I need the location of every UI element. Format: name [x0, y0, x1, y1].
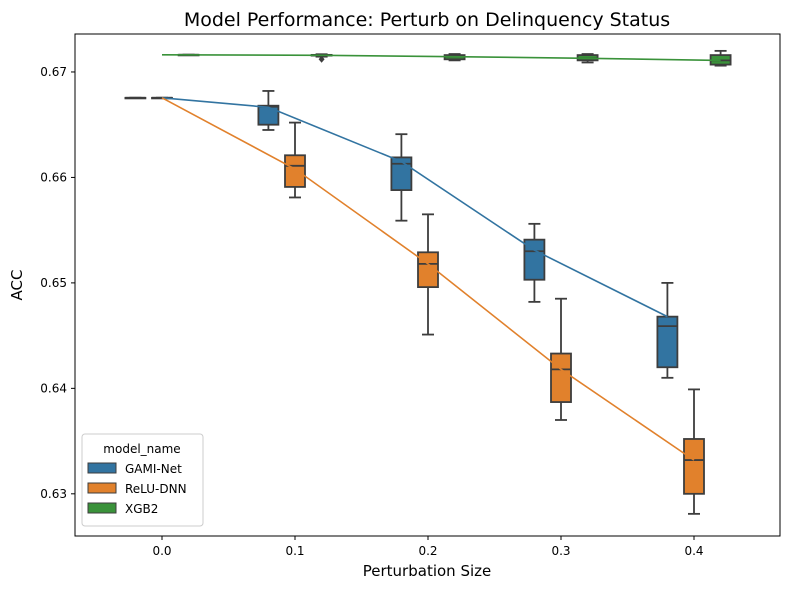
x-axis: 0.0 0.1 0.2 0.3 0.4: [152, 536, 704, 558]
series-line-xgb2: [161, 54, 721, 62]
legend-label: ReLU-DNN: [125, 482, 187, 496]
y-tick-label: 0.65: [40, 276, 67, 290]
y-tick-label: 0.66: [40, 170, 67, 184]
box: [683, 438, 705, 495]
y-axis-label: ACC: [8, 270, 26, 301]
box: [257, 104, 280, 126]
x-tick-label: 0.0: [152, 544, 171, 558]
chart-title: Model Performance: Perturb on Delinquenc…: [184, 9, 670, 31]
y-tick-label: 0.63: [40, 487, 67, 501]
legend: model_name GAMI-Net ReLU-DNN XGB2: [81, 433, 204, 527]
y-axis: 0.63 0.64 0.65 0.66 0.67: [40, 65, 75, 501]
y-tick-label: 0.67: [40, 65, 67, 79]
legend-swatch: [87, 462, 117, 474]
x-tick-label: 0.4: [684, 544, 703, 558]
outlier-point: [318, 55, 325, 63]
legend-title: model_name: [103, 442, 180, 456]
x-axis-label: Perturbation Size: [363, 562, 491, 580]
legend-label: XGB2: [125, 502, 158, 516]
box: [284, 154, 306, 188]
y-tick-label: 0.64: [40, 381, 67, 395]
box: [656, 315, 679, 369]
legend-swatch: [87, 502, 117, 514]
series-line-gami-net: [161, 97, 668, 318]
series-line-relu-dnn: [161, 97, 695, 461]
plot-area: [124, 49, 732, 515]
series-gami-net-boxes: [124, 90, 679, 379]
x-tick-label: 0.2: [418, 544, 437, 558]
box: [550, 352, 572, 403]
legend-swatch: [87, 482, 117, 494]
x-tick-label: 0.1: [285, 544, 304, 558]
legend-items: GAMI-Net ReLU-DNN XGB2: [87, 462, 187, 516]
legend-label: GAMI-Net: [125, 462, 182, 476]
x-tick-label: 0.3: [551, 544, 570, 558]
box: [523, 238, 546, 281]
